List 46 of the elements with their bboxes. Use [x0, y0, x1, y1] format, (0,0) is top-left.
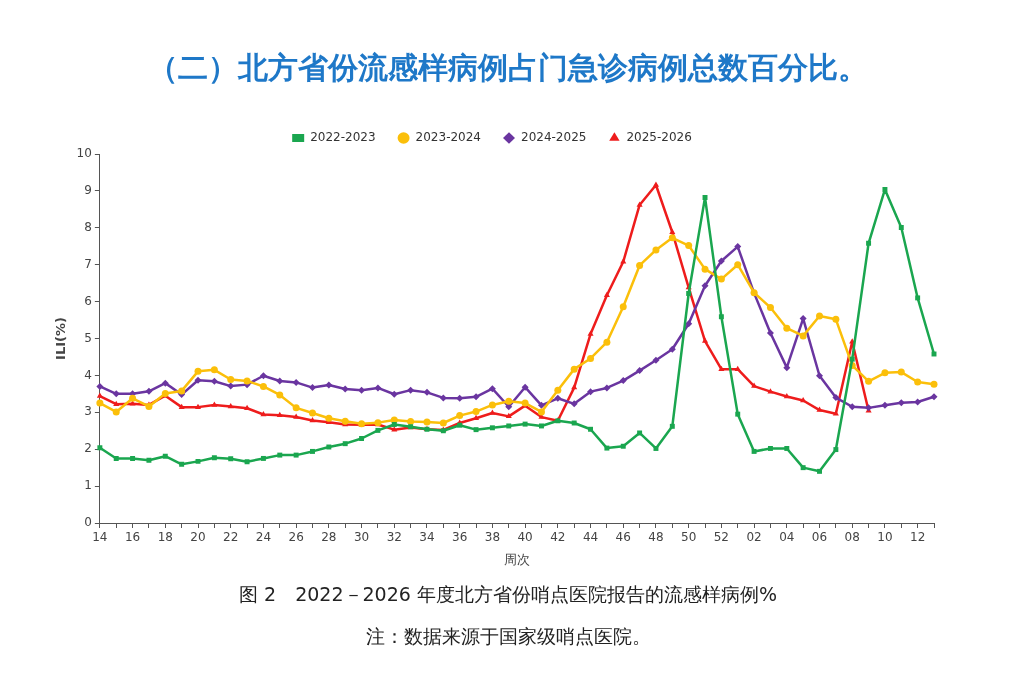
y-tick-label: 6: [84, 293, 92, 308]
x-axis-title: 周次: [503, 551, 530, 567]
x-tick-label: 10: [877, 530, 893, 545]
x-tick-label: 38: [484, 530, 501, 545]
x-tick-label: 48: [648, 530, 664, 545]
chart-title: （二）北方省份流感样病例占门急诊病例总数百分比。: [147, 49, 869, 87]
y-axis-title: ILI(%): [53, 317, 69, 360]
x-tick-label: 02: [746, 530, 762, 545]
legend-label: 2022-2023: [310, 130, 376, 145]
y-tick-label: 2: [84, 441, 92, 456]
x-tick-label: 08: [844, 530, 860, 545]
legend-label: 2023-2024: [415, 130, 482, 145]
x-tick-label: 12: [910, 530, 926, 545]
y-tick-label: 1: [84, 478, 92, 493]
x-tick-label: 22: [223, 530, 239, 545]
x-tick-label: 24: [255, 530, 272, 545]
y-tick-label: 3: [84, 404, 92, 419]
x-tick-label: 34: [419, 530, 435, 545]
y-tick-label: 4: [84, 367, 92, 382]
y-tick-label: 9: [84, 183, 92, 198]
caption: 图 2 2022－2026 年度北方省份哨点医院报告的流感样病例%: [238, 582, 778, 607]
y-tick-label: 8: [84, 219, 92, 234]
x-tick-label: 20: [190, 530, 206, 545]
x-tick-label: 06: [811, 530, 828, 545]
y-tick-label: 10: [76, 146, 92, 161]
text: 注：数据来源于国家级哨点医院。: [364, 624, 652, 649]
x-tick-label: 36: [452, 530, 468, 545]
x-tick-label: 46: [615, 530, 631, 545]
x-tick-label: 26: [288, 530, 304, 545]
x-tick-label: 52: [713, 530, 730, 545]
legend-label: 2024-2025: [521, 130, 587, 145]
x-tick-label: 40: [517, 530, 533, 545]
x-tick-label: 16: [124, 530, 141, 545]
x-tick-label: 42: [550, 530, 566, 545]
x-tick-label: 32: [386, 530, 402, 545]
y-tick-label: 0: [84, 515, 92, 530]
legend-label: 2025-2026: [626, 130, 692, 145]
x-tick-label: 30: [353, 530, 370, 545]
y-tick-label: 5: [84, 330, 92, 345]
x-tick-label: 44: [582, 530, 599, 545]
x-tick-label: 14: [92, 530, 108, 545]
x-tick-label: 28: [321, 530, 337, 545]
x-tick-label: 18: [157, 530, 173, 545]
x-tick-label: 04: [779, 530, 795, 545]
x-tick-label: 50: [681, 530, 697, 545]
y-tick-label: 7: [84, 256, 92, 271]
